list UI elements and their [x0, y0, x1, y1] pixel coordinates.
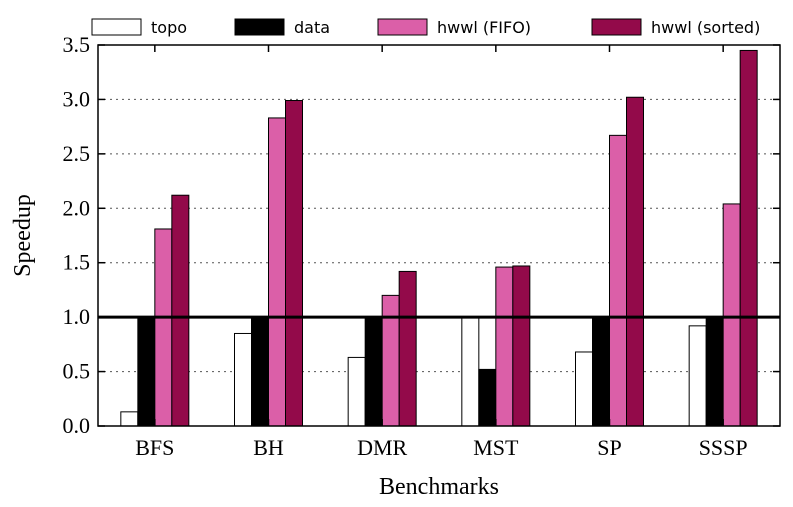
axis-ticks: 0.0 0.5 1.0 1.5 2.0 2.5 3.0 3.5 BFS BH DMR MST SP SSS…	[63, 32, 780, 460]
legend-label: hwwl (sorted)	[651, 18, 760, 37]
y-tick-label: 0.0	[63, 413, 91, 438]
y-tick-label: 1.5	[63, 250, 91, 275]
legend-swatch	[377, 18, 428, 36]
bar-topo-dmr	[347, 356, 366, 427]
bar-topo-sssp	[688, 325, 707, 427]
y-tick-label: 1.0	[63, 304, 91, 329]
bar-data-mst	[478, 368, 497, 427]
bar-data-sp	[592, 316, 610, 427]
gridlines	[98, 98, 780, 373]
bar-data-bh	[251, 316, 269, 427]
bar-hwwl-sorted-sp	[626, 96, 644, 427]
y-tick-label: 2.5	[63, 141, 91, 166]
bar-topo-sp	[575, 351, 593, 427]
legend-label: topo	[151, 18, 187, 37]
x-tick-label: MST	[473, 435, 519, 460]
y-tick-label: 3.0	[63, 86, 91, 111]
bar-hwwl-sorted-mst	[512, 265, 531, 427]
bar-topo-bfs	[120, 411, 139, 427]
legend-swatch	[234, 18, 285, 36]
legend-swatch	[91, 18, 142, 36]
y-tick-label: 2.0	[63, 195, 91, 220]
bar-hwwl-fifo-bfs	[154, 228, 173, 427]
bar-data-dmr	[364, 316, 383, 427]
y-tick-label: 3.5	[63, 32, 91, 57]
bar-hwwl-sorted-bfs	[171, 194, 190, 427]
bar-hwwl-sorted-sssp	[739, 49, 758, 427]
legend-swatch	[591, 18, 642, 36]
bar-topo-mst	[461, 316, 480, 427]
x-axis-title: Benchmarks	[379, 474, 499, 500]
bar-hwwl-sorted-dmr	[398, 270, 417, 427]
y-axis-title: Speedup	[10, 194, 36, 277]
bar-data-sssp	[705, 316, 724, 427]
bar-hwwl-fifo-mst	[495, 266, 514, 427]
bar-hwwl-fifo-sssp	[722, 203, 741, 427]
plot-frame	[97, 44, 781, 427]
x-tick-label: BFS	[135, 435, 174, 460]
x-tick-label: SP	[597, 435, 621, 460]
x-tick-label: SSSP	[699, 435, 748, 460]
bar-data-bfs	[137, 316, 156, 427]
bar-hwwl-fifo-bh	[268, 117, 286, 427]
y-tick-label: 0.5	[63, 359, 91, 384]
legend-label: data	[294, 18, 330, 37]
bars	[120, 49, 758, 427]
legend-label: hwwl (FIFO)	[437, 18, 531, 37]
x-tick-label: BH	[253, 435, 284, 460]
bar-hwwl-fifo-sp	[609, 134, 627, 427]
bar-hwwl-fifo-dmr	[381, 294, 400, 427]
bar-hwwl-sorted-bh	[285, 100, 303, 427]
bar-topo-bh	[234, 332, 252, 427]
x-tick-label: DMR	[357, 435, 407, 460]
legend: topo data hwwl (FIFO) hwwl (sorted)	[91, 18, 760, 37]
